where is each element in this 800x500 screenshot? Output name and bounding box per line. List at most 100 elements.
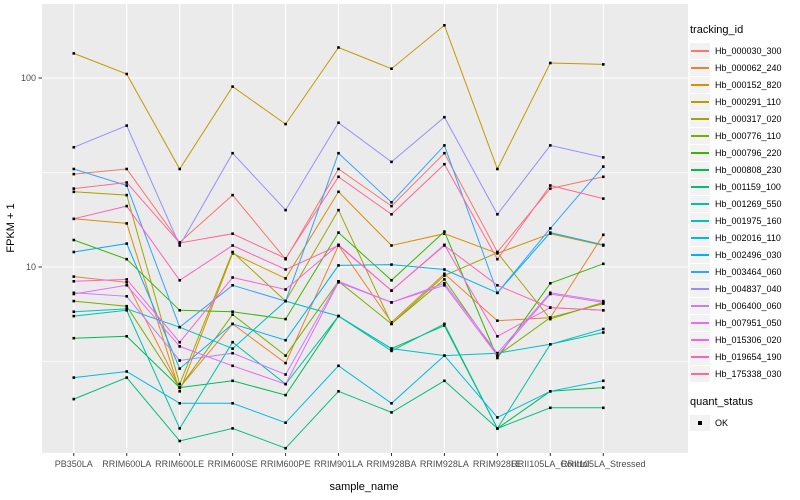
series-Hb_000291_110 [72, 24, 605, 171]
data-point [496, 354, 499, 357]
data-point [178, 382, 181, 386]
data-point [284, 208, 287, 212]
legend-key-swatch [690, 195, 710, 212]
data-point [72, 250, 76, 254]
data-point [549, 316, 552, 319]
data-point [231, 250, 234, 254]
data-point [72, 310, 76, 313]
legend-key-swatch [690, 331, 710, 348]
legend-item-Hb_000808_230: Hb_000808_230 [690, 161, 800, 178]
data-point [443, 379, 446, 383]
series-Hb_004837_040 [72, 115, 605, 247]
data-point [231, 232, 234, 235]
data-point [72, 190, 76, 194]
data-point [602, 233, 605, 237]
legend-line-swatch [691, 134, 709, 137]
legend-item-label: Hb_000796_220 [715, 147, 782, 158]
data-point [72, 376, 76, 379]
data-point [390, 201, 393, 204]
data-point [496, 319, 499, 322]
legend-item-label: Hb_007951_050 [715, 317, 782, 328]
data-point [337, 190, 340, 194]
data-point [72, 187, 76, 190]
x-tick-label-PB350LA: PB350LA [55, 459, 93, 469]
series-Hb_002016_110 [72, 354, 605, 424]
legend-line-swatch [691, 202, 709, 205]
data-point [72, 52, 76, 55]
data-point [549, 292, 552, 296]
data-point [178, 386, 181, 389]
data-point [602, 63, 605, 66]
data-point [178, 427, 181, 430]
data-point [337, 208, 340, 212]
data-point [125, 309, 128, 312]
legend-line-swatch [691, 236, 709, 239]
data-point [390, 289, 393, 292]
data-point [125, 184, 128, 187]
data-point [549, 282, 552, 285]
x-tick-label-RRIM928BA: RRIM928BA [366, 459, 416, 469]
x-axis-title: sample_name [329, 481, 399, 493]
data-point [602, 197, 605, 200]
data-point [443, 284, 446, 287]
data-point [602, 327, 605, 331]
legend-item-Hb_000152_820: Hb_000152_820 [690, 76, 800, 93]
data-point [72, 292, 76, 296]
data-point [390, 213, 393, 216]
data-point [496, 167, 499, 171]
legend-item-Hb_001975_160: Hb_001975_160 [690, 212, 800, 229]
data-point [125, 242, 128, 245]
data-point [178, 244, 181, 247]
legend-key-swatch [690, 59, 710, 76]
data-point [231, 193, 234, 197]
legend-item-label: Hb_002016_110 [715, 232, 781, 243]
data-point [549, 317, 552, 321]
data-point [390, 160, 393, 164]
data-point [284, 277, 287, 280]
data-point [72, 397, 76, 401]
data-point [443, 282, 446, 285]
legend-item-Hb_000062_240: Hb_000062_240 [690, 59, 800, 76]
legend-item-quant-OK: OK [690, 414, 800, 431]
data-point [443, 324, 446, 327]
data-point [390, 322, 393, 326]
legend-key-swatch [690, 144, 710, 161]
data-point [125, 307, 128, 311]
data-point [284, 382, 287, 386]
data-point [284, 421, 287, 424]
data-point [178, 390, 181, 393]
legend-title-quant-status: quant_status [690, 396, 753, 408]
data-point [231, 151, 234, 155]
data-point [443, 278, 446, 281]
legend-item-Hb_006400_060: Hb_006400_060 [690, 297, 800, 314]
data-point [443, 274, 446, 277]
data-point [602, 175, 605, 179]
data-point [443, 232, 446, 235]
legend: tracking_id Hb_000030_300 Hb_000062_240 Hb… [690, 24, 800, 431]
legend-line-swatch [691, 304, 709, 307]
legend-item-label: Hb_000062_240 [715, 62, 782, 73]
legend-item-Hb_000317_020: Hb_000317_020 [690, 110, 800, 127]
data-point [337, 264, 340, 267]
data-point [390, 402, 393, 405]
data-point [549, 390, 552, 393]
legend-item-label: Hb_019654_190 [715, 351, 782, 362]
data-point [602, 301, 605, 304]
legend-key-swatch [690, 178, 710, 195]
data-point [284, 373, 287, 376]
legend-key-swatch [690, 42, 710, 59]
data-point [178, 340, 181, 344]
data-point [72, 275, 76, 278]
data-point [178, 439, 181, 443]
data-point [496, 427, 499, 430]
legend-key-swatch [690, 280, 710, 297]
legend-key-swatch [690, 161, 710, 178]
data-point [390, 204, 393, 208]
data-point [231, 276, 234, 279]
legend-key-swatch [690, 314, 710, 331]
data-point [72, 146, 76, 149]
series-Hb_019654_190 [72, 204, 605, 312]
series-Hb_175338_030 [72, 162, 605, 261]
data-point [231, 402, 234, 405]
legend-line-swatch [691, 168, 709, 171]
